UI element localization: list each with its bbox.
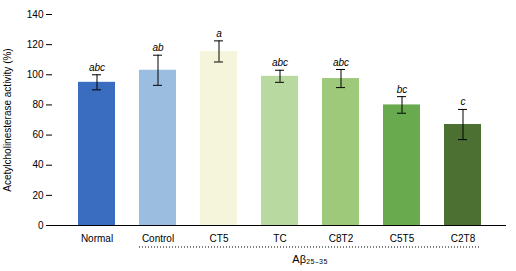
svg-text:100: 100 — [27, 69, 44, 80]
svg-text:abc: abc — [272, 57, 288, 68]
svg-text:80: 80 — [32, 99, 44, 110]
svg-text:abc: abc — [89, 62, 105, 73]
svg-text:C8T2: C8T2 — [329, 233, 354, 244]
svg-text:140: 140 — [27, 9, 44, 20]
svg-text:120: 120 — [27, 39, 44, 50]
svg-text:0: 0 — [38, 220, 44, 231]
svg-text:20: 20 — [32, 190, 44, 201]
svg-text:Normal: Normal — [81, 233, 113, 244]
svg-text:C2T8: C2T8 — [451, 233, 476, 244]
svg-text:c: c — [461, 96, 466, 107]
svg-text:Acetylcholinesterase activity: Acetylcholinesterase activity (%) — [2, 48, 13, 191]
svg-text:60: 60 — [32, 129, 44, 140]
svg-text:40: 40 — [32, 159, 44, 170]
svg-text:C5T5: C5T5 — [390, 233, 415, 244]
svg-text:Aβ₂₅₋₃₅: Aβ₂₅₋₃₅ — [292, 253, 327, 265]
svg-text:CT5: CT5 — [210, 233, 229, 244]
svg-text:Control: Control — [142, 233, 174, 244]
svg-text:bc: bc — [397, 84, 408, 95]
svg-text:ab: ab — [152, 42, 164, 53]
svg-text:TC: TC — [273, 233, 286, 244]
svg-text:a: a — [216, 28, 222, 39]
svg-text:abc: abc — [333, 57, 349, 68]
